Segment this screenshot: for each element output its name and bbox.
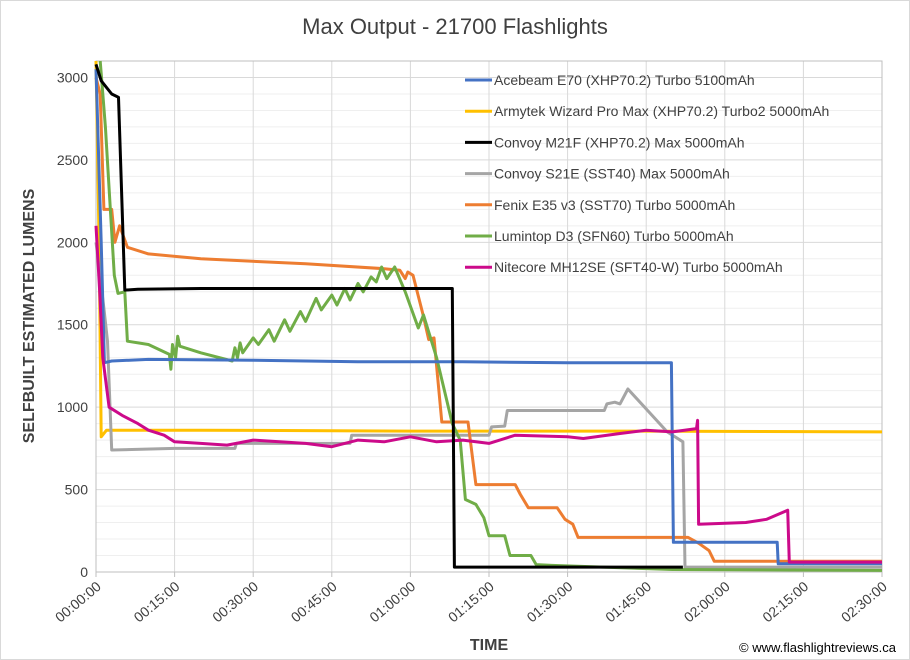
legend-label: Armytek Wizard Pro Max (XHP70.2) Turbo2 … (494, 103, 829, 119)
x-tick-label: 00:30:00 (209, 578, 261, 625)
y-tick-label: 1000 (57, 399, 88, 415)
y-tick-label: 2500 (57, 152, 88, 168)
series-line-6 (94, 225, 882, 564)
series-line-5 (98, 60, 883, 572)
y-tick-label: 1500 (57, 317, 88, 333)
series-line-0 (94, 69, 882, 566)
x-tick-label: 02:15:00 (759, 578, 811, 625)
x-axis-ticks: 00:00:00 00:15:00 00:30:00 00:45:00 01:00:00… (52, 572, 890, 625)
chart-title: Max Output - 21700 Flashlights (302, 14, 608, 39)
gridlines (95, 60, 883, 573)
y-tick-label: 3000 (57, 69, 88, 85)
x-axis-label: TIME (470, 637, 509, 654)
legend-label: Lumintop D3 (SFN60) Turbo 5000mAh (494, 228, 734, 244)
x-tick-label: 01:45:00 (602, 578, 654, 625)
x-tick-label: 01:00:00 (366, 578, 418, 625)
copyright-watermark: © www.flashlightreviews.ca (739, 640, 897, 655)
legend: Acebeam E70 (XHP70.2) Turbo 5100mAh Armyt… (465, 72, 829, 275)
legend-label: Convoy M21F (XHP70.2) Max 5000mAh (494, 134, 745, 150)
series-lines (94, 60, 883, 572)
x-tick-label: 00:00:00 (52, 578, 104, 625)
series-line-3 (94, 242, 882, 569)
y-axis-label: SELFBUILT ESTIMATED LUMENS (21, 188, 38, 443)
x-tick-label: 01:15:00 (445, 578, 497, 625)
x-tick-label: 02:00:00 (681, 578, 733, 625)
y-tick-label: 2000 (57, 234, 88, 250)
y-tick-label: 500 (65, 482, 89, 498)
legend-label: Nitecore MH12SE (SFT40-W) Turbo 5000mAh (494, 259, 783, 275)
x-tick-label: 01:30:00 (523, 578, 575, 625)
legend-label: Convoy S21E (SST40) Max 5000mAh (494, 166, 730, 182)
y-tick-label: 0 (80, 564, 88, 580)
x-tick-label: 00:45:00 (288, 578, 340, 625)
x-tick-label: 02:30:00 (838, 578, 890, 625)
legend-label: Acebeam E70 (XHP70.2) Turbo 5100mAh (494, 72, 755, 88)
x-tick-label: 00:15:00 (130, 578, 182, 625)
y-axis-ticks: 0 500 1000 1500 2000 2500 3000 (57, 69, 88, 580)
legend-label: Fenix E35 v3 (SST70) Turbo 5000mAh (494, 197, 735, 213)
series-line-2 (94, 63, 683, 569)
